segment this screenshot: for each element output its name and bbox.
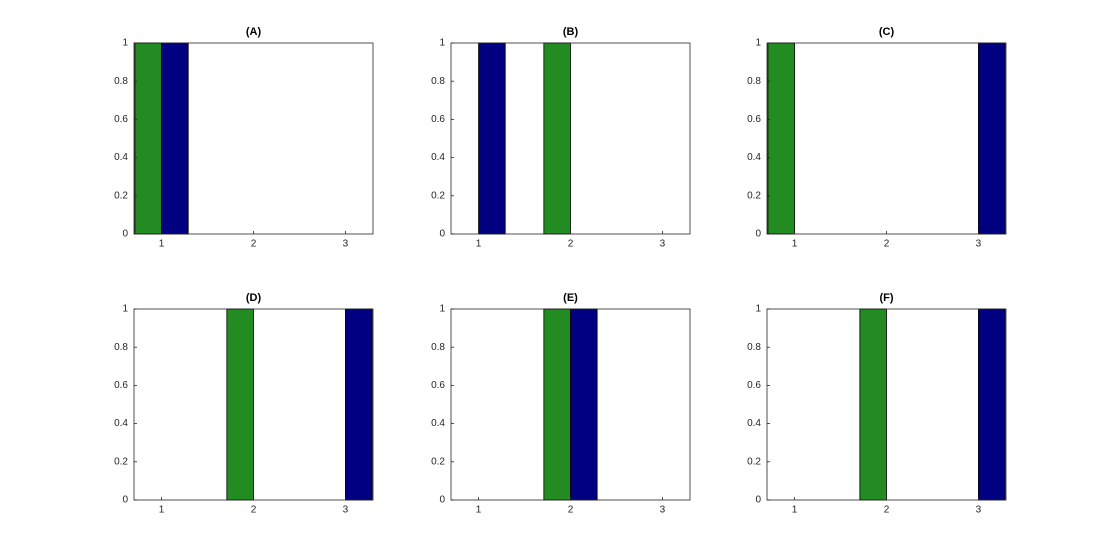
y-tick-label: 0.8 bbox=[114, 342, 128, 353]
x-tick-label: 1 bbox=[476, 505, 482, 516]
bar bbox=[767, 42, 795, 235]
bar bbox=[345, 308, 373, 501]
y-tick-label: 0 bbox=[122, 495, 128, 506]
y-tick-label: 1 bbox=[122, 38, 128, 49]
y-tick-label: 1 bbox=[755, 38, 761, 49]
y-tick-label: 0.6 bbox=[747, 114, 761, 125]
x-tick-label: 1 bbox=[159, 505, 165, 516]
bar bbox=[978, 42, 1006, 235]
x-tick-label: 3 bbox=[976, 505, 982, 516]
y-tick-label: 0 bbox=[122, 229, 128, 240]
bar bbox=[226, 308, 254, 501]
y-tick-label: 1 bbox=[439, 38, 445, 49]
x-tick-label: 2 bbox=[251, 505, 257, 516]
y-tick-label: 0 bbox=[755, 495, 761, 506]
y-tick-label: 0.4 bbox=[431, 152, 445, 163]
y-tick-label: 0.8 bbox=[747, 342, 761, 353]
chart-title: (F) bbox=[879, 292, 893, 304]
x-tick-label: 1 bbox=[792, 505, 798, 516]
bar bbox=[134, 42, 162, 235]
y-tick-label: 0.4 bbox=[431, 418, 445, 429]
x-tick-label: 2 bbox=[568, 505, 574, 516]
chart-title: (C) bbox=[879, 26, 895, 38]
y-tick-label: 0.6 bbox=[431, 114, 445, 125]
y-tick-label: 0.2 bbox=[114, 190, 128, 201]
bar bbox=[570, 308, 598, 501]
chart-title: (E) bbox=[563, 292, 578, 304]
y-tick-label: 0.6 bbox=[114, 380, 128, 391]
y-tick-label: 1 bbox=[439, 304, 445, 315]
x-tick-label: 2 bbox=[568, 239, 574, 250]
y-tick-label: 1 bbox=[755, 304, 761, 315]
x-tick-label: 2 bbox=[884, 505, 890, 516]
x-tick-label: 1 bbox=[476, 239, 482, 250]
y-tick-label: 0.4 bbox=[747, 418, 761, 429]
y-tick-label: 0.8 bbox=[431, 342, 445, 353]
y-tick-label: 0.8 bbox=[431, 76, 445, 87]
bar bbox=[478, 42, 506, 235]
y-tick-label: 0.4 bbox=[114, 418, 128, 429]
y-tick-label: 0.2 bbox=[114, 456, 128, 467]
x-tick-label: 2 bbox=[884, 239, 890, 250]
bar bbox=[543, 42, 571, 235]
y-tick-label: 0.2 bbox=[431, 190, 445, 201]
bar bbox=[978, 308, 1006, 501]
bar bbox=[161, 42, 189, 235]
y-tick-label: 0.4 bbox=[114, 152, 128, 163]
y-tick-label: 0.2 bbox=[747, 190, 761, 201]
chart-title: (B) bbox=[563, 26, 579, 38]
plot-area bbox=[767, 43, 1006, 234]
y-tick-label: 0.6 bbox=[431, 380, 445, 391]
y-tick-label: 0.2 bbox=[431, 456, 445, 467]
y-tick-label: 1 bbox=[122, 304, 128, 315]
y-tick-label: 0.8 bbox=[114, 76, 128, 87]
y-tick-label: 0 bbox=[755, 229, 761, 240]
x-tick-label: 3 bbox=[976, 239, 982, 250]
x-tick-label: 1 bbox=[792, 239, 798, 250]
bar bbox=[859, 308, 887, 501]
y-tick-label: 0.6 bbox=[114, 114, 128, 125]
y-tick-label: 0.4 bbox=[747, 152, 761, 163]
y-tick-label: 0.8 bbox=[747, 76, 761, 87]
chart-title: (A) bbox=[246, 26, 262, 38]
x-tick-label: 3 bbox=[660, 239, 666, 250]
x-tick-label: 2 bbox=[251, 239, 257, 250]
y-tick-label: 0 bbox=[439, 495, 445, 506]
y-tick-label: 0.6 bbox=[747, 380, 761, 391]
x-tick-label: 1 bbox=[159, 239, 165, 250]
x-tick-label: 3 bbox=[343, 505, 349, 516]
bar bbox=[543, 308, 571, 501]
y-tick-label: 0 bbox=[439, 229, 445, 240]
y-tick-label: 0.2 bbox=[747, 456, 761, 467]
x-tick-label: 3 bbox=[343, 239, 349, 250]
chart-title: (D) bbox=[246, 292, 262, 304]
x-tick-label: 3 bbox=[660, 505, 666, 516]
